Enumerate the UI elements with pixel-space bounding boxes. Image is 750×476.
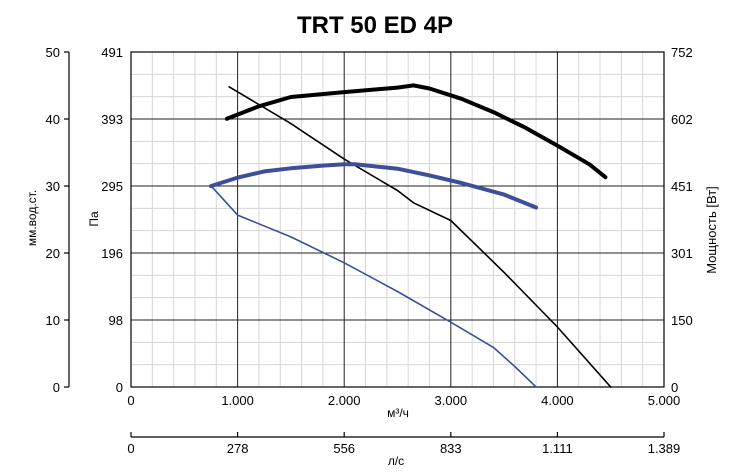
x2-tick-label: 278 (227, 441, 249, 456)
y-right-tick-label: 752 (671, 45, 693, 60)
y-left-tick-label: 196 (101, 246, 123, 261)
y-left-tick-label: 295 (101, 179, 123, 194)
series-line-2 (228, 86, 612, 388)
y-left-outer-tick-label: 50 (46, 45, 60, 60)
y-left-tick-label: 0 (116, 380, 123, 395)
y-left-outer-tick-label: 10 (46, 313, 60, 328)
chart-title: TRT 50 ED 4P (297, 12, 453, 39)
x-tick-label: 1.000 (221, 393, 254, 408)
x2-tick-label: 1.111 (542, 441, 573, 456)
y-left-outer-tick-label: 20 (46, 246, 60, 261)
x-tick-label: 2.000 (328, 393, 361, 408)
series-line-3 (208, 162, 539, 210)
y-right-tick-label: 301 (671, 246, 693, 261)
y-left-tick-label: 491 (101, 45, 123, 60)
plot-frame (130, 51, 665, 388)
x-tick-label: 0 (127, 393, 134, 408)
x-axis-label: м³/ч (387, 406, 409, 420)
y-left-axis-label: Па (87, 211, 101, 227)
y-left-tick-label: 98 (109, 313, 123, 328)
x-tick-label: 5.000 (648, 393, 681, 408)
y-right-tick-label: 602 (671, 112, 693, 127)
y-left-outer-axis-label: мм.вод.ст. (25, 190, 39, 246)
x-tick-label: 3.000 (435, 393, 468, 408)
y-left-outer-tick-label: 0 (53, 380, 60, 395)
y-left-tick-label: 393 (101, 112, 123, 127)
x2-tick-label: 556 (333, 441, 355, 456)
x-tick-label: 4.000 (541, 393, 574, 408)
series-lines (208, 83, 612, 388)
y-right-tick-label: 150 (671, 313, 693, 328)
x2-tick-label: 833 (440, 441, 462, 456)
axes (64, 51, 665, 438)
grid (130, 51, 665, 388)
y-left-outer-tick-label: 30 (46, 179, 60, 194)
x2-tick-label: 0 (127, 441, 134, 456)
x2-axis-label: л/с (388, 454, 404, 468)
series-line-4 (210, 184, 537, 388)
y-right-tick-label: 0 (671, 380, 678, 395)
y-right-axis-label: Мощность [Вт] (704, 186, 719, 274)
y-left-outer-tick-label: 40 (46, 112, 60, 127)
y-right-tick-label: 451 (671, 179, 693, 194)
series-line-1 (224, 83, 608, 180)
x2-tick-label: 1.389 (648, 441, 681, 456)
